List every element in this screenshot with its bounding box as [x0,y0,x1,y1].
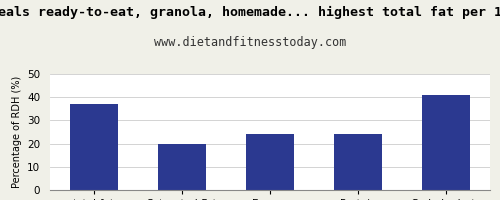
Bar [246,134,294,190]
Bar [334,134,382,190]
Bar [158,144,206,190]
Text: Cereals ready-to-eat, granola, homemade... highest total fat per 100g: Cereals ready-to-eat, granola, homemade.… [0,6,500,19]
Text: www.dietandfitnesstoday.com: www.dietandfitnesstoday.com [154,36,346,49]
Bar [70,104,118,190]
Bar [422,95,470,190]
Y-axis label: Percentage of RDH (%): Percentage of RDH (%) [12,76,22,188]
